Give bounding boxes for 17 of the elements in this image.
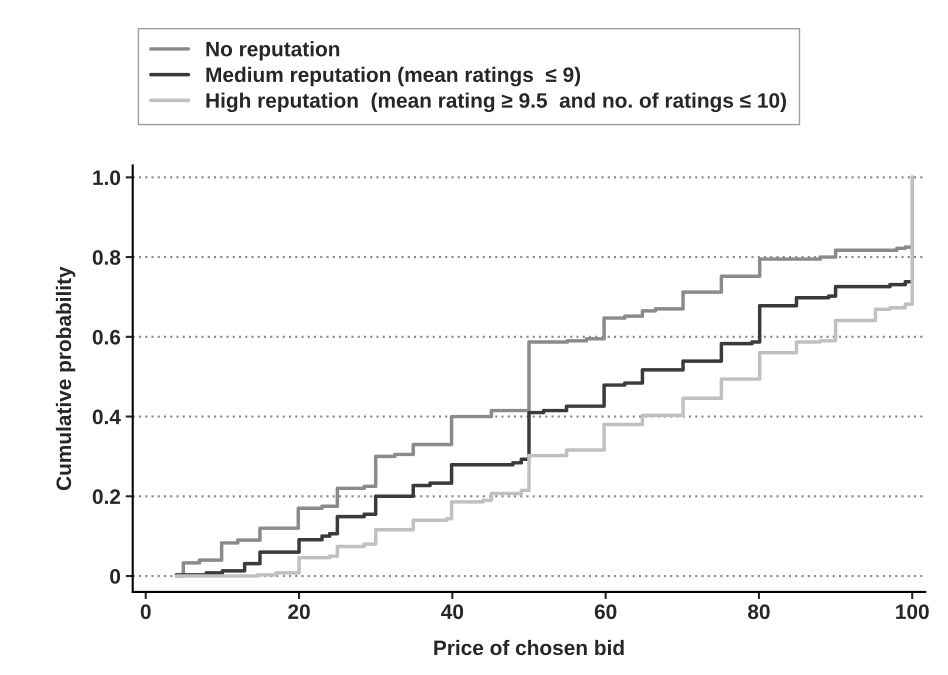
- y-tick-label: 0.8: [92, 250, 120, 265]
- y-tick-label: 0: [110, 569, 120, 584]
- y-tick-label: 1.0: [93, 170, 120, 186]
- x-tick-label: 40: [441, 604, 464, 620]
- y-tick-label: 0.4: [92, 410, 121, 424]
- legend-label: High reputation (mean rating ≥ 9.5 and no. of ratings ≤ 10): [206, 92, 786, 112]
- y-axis-title: Cumulative probability: [56, 266, 76, 490]
- x-tick-label: 100: [896, 604, 929, 620]
- legend-label: Medium reputation (mean ratings ≤ 9): [206, 66, 580, 86]
- x-tick-label: 20: [288, 604, 310, 620]
- x-tick-label: 60: [594, 604, 616, 620]
- x-tick-label: 0: [140, 604, 151, 620]
- y-tick-label: 0.2: [92, 489, 120, 504]
- x-axis-title: Price of chosen bid: [434, 640, 624, 656]
- x-tick-label: 80: [748, 604, 770, 620]
- legend-label: No reputation: [206, 41, 340, 61]
- y-tick-label: 0.6: [92, 330, 120, 345]
